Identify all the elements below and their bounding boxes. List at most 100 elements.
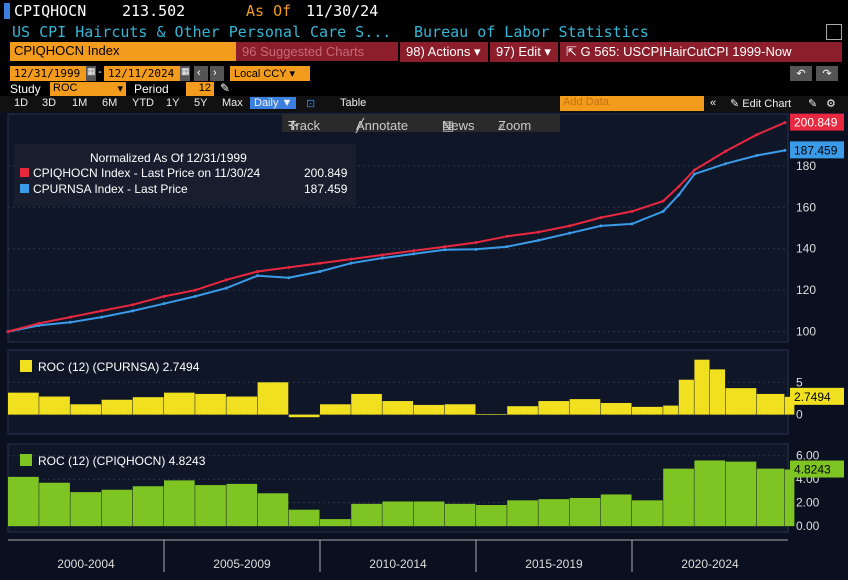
- actions-button[interactable]: 98) Actions ▾: [400, 42, 488, 62]
- series-2-point[interactable]: [349, 261, 353, 265]
- series-1-point[interactable]: [724, 149, 728, 153]
- series-1-point[interactable]: [287, 265, 291, 269]
- roc1-bar[interactable]: [257, 382, 289, 415]
- roc2-bar[interactable]: [320, 519, 351, 527]
- chart-area[interactable]: 100 120 140 160 180 200.849 187.459 Normalized …: [0, 112, 848, 580]
- roc2-bar[interactable]: [600, 494, 632, 527]
- end-date-field[interactable]: 12/11/2024: [104, 66, 180, 81]
- series-2-point[interactable]: [724, 162, 728, 166]
- series-2-point[interactable]: [380, 256, 384, 260]
- roc2-bar[interactable]: [226, 483, 258, 527]
- roc2-bar[interactable]: [257, 493, 289, 527]
- roc2-bar[interactable]: [756, 468, 785, 527]
- end-calendar-icon[interactable]: ▦: [180, 66, 190, 81]
- series-1-point[interactable]: [37, 321, 41, 325]
- next-period-button[interactable]: ›: [210, 66, 224, 81]
- roc1-bar[interactable]: [288, 414, 320, 418]
- roc1-bar[interactable]: [678, 379, 694, 415]
- roc2-bar[interactable]: [164, 480, 195, 527]
- roc1-bar[interactable]: [320, 404, 351, 415]
- series-2-point[interactable]: [505, 245, 509, 249]
- roc2-bar[interactable]: [413, 501, 445, 527]
- function-title[interactable]: ⇱ G 565: USCPIHairCutCPI 1999-Now: [560, 42, 842, 62]
- edit-chart-button[interactable]: ✎ Edit Chart: [730, 97, 791, 110]
- roc1-bar[interactable]: [8, 392, 39, 415]
- series-1-point[interactable]: [349, 257, 353, 261]
- roc1-bar[interactable]: [569, 399, 601, 415]
- series-2-point[interactable]: [37, 323, 41, 327]
- series-1-point[interactable]: [6, 330, 10, 334]
- roc1-bar[interactable]: [694, 359, 710, 415]
- edit-button[interactable]: 97) Edit ▾: [490, 42, 558, 62]
- series-2-point[interactable]: [783, 148, 787, 152]
- series-2-point[interactable]: [318, 270, 322, 274]
- period-1y[interactable]: 1Y: [166, 97, 180, 109]
- study-select[interactable]: ROC ▾: [50, 82, 126, 96]
- roc1-bar[interactable]: [756, 393, 785, 415]
- series-1-point[interactable]: [783, 121, 787, 125]
- series-2-point[interactable]: [68, 320, 72, 324]
- roc1-bar[interactable]: [382, 401, 414, 415]
- roc2-bar[interactable]: [725, 461, 757, 527]
- roc1-bar[interactable]: [413, 404, 445, 415]
- roc2-bar[interactable]: [39, 482, 70, 527]
- series-2-point[interactable]: [131, 309, 135, 313]
- series-1-point[interactable]: [661, 199, 665, 203]
- series-2-point[interactable]: [162, 302, 166, 306]
- roc2-bar[interactable]: [694, 460, 726, 527]
- series-2-point[interactable]: [661, 209, 665, 213]
- roc2-bar[interactable]: [507, 500, 538, 527]
- roc1-bar[interactable]: [476, 413, 507, 415]
- roc2-bar[interactable]: [569, 497, 601, 527]
- period-3d[interactable]: 3D: [42, 97, 57, 109]
- series-1-point[interactable]: [630, 209, 634, 213]
- series-1-point[interactable]: [599, 216, 603, 220]
- roc2-bar[interactable]: [132, 486, 164, 527]
- roc1-bar[interactable]: [132, 397, 164, 415]
- series-1-point[interactable]: [193, 288, 197, 292]
- roc2-bar[interactable]: [476, 505, 507, 527]
- suggested-charts-button[interactable]: 96 Suggested Charts: [236, 42, 398, 61]
- series-2-point[interactable]: [568, 231, 572, 235]
- roc2-bar[interactable]: [8, 476, 39, 527]
- roc1-bar[interactable]: [784, 396, 795, 415]
- period-ytd[interactable]: YTD: [132, 97, 154, 109]
- roc1-bar[interactable]: [507, 406, 538, 415]
- series-1-point[interactable]: [412, 249, 416, 253]
- series-2-point[interactable]: [599, 224, 603, 228]
- series-2-point[interactable]: [193, 294, 197, 298]
- series-1-point[interactable]: [755, 133, 759, 137]
- roc2-bar[interactable]: [101, 489, 133, 527]
- series-1-point[interactable]: [568, 224, 572, 228]
- roc2-bar[interactable]: [195, 485, 226, 527]
- series-1-point[interactable]: [380, 253, 384, 257]
- series-2-point[interactable]: [412, 252, 416, 256]
- series-1-point[interactable]: [131, 303, 135, 307]
- period-max[interactable]: Max: [222, 97, 243, 109]
- period-1m[interactable]: 1M: [72, 97, 88, 109]
- roc1-bar[interactable]: [632, 406, 663, 415]
- gear-icon[interactable]: ⚙: [826, 98, 836, 110]
- undo-icon[interactable]: ↶: [790, 66, 812, 81]
- roc1-bar[interactable]: [600, 402, 632, 415]
- series-2-point[interactable]: [755, 153, 759, 157]
- frequency-select[interactable]: Daily ▼: [250, 97, 297, 109]
- roc1-bar[interactable]: [70, 404, 102, 415]
- series-1-point[interactable]: [162, 294, 166, 298]
- roc2-bar[interactable]: [288, 509, 320, 527]
- series-1-point[interactable]: [68, 315, 72, 319]
- roc1-bar[interactable]: [195, 393, 226, 415]
- roc2-bar[interactable]: [784, 469, 795, 527]
- roc1-bar[interactable]: [164, 392, 195, 415]
- series-1-point[interactable]: [692, 168, 696, 172]
- series-2-point[interactable]: [474, 247, 478, 251]
- roc2-bar[interactable]: [444, 503, 476, 527]
- series-1-point[interactable]: [474, 241, 478, 245]
- start-calendar-icon[interactable]: ▦: [86, 66, 96, 81]
- roc1-bar[interactable]: [444, 404, 476, 415]
- collapse-icon[interactable]: «: [710, 97, 717, 109]
- series-1-point[interactable]: [443, 245, 447, 249]
- start-date-field[interactable]: 12/31/1999: [10, 66, 86, 81]
- series-2-point[interactable]: [677, 193, 681, 197]
- add-data-field[interactable]: Add Data: [560, 96, 704, 111]
